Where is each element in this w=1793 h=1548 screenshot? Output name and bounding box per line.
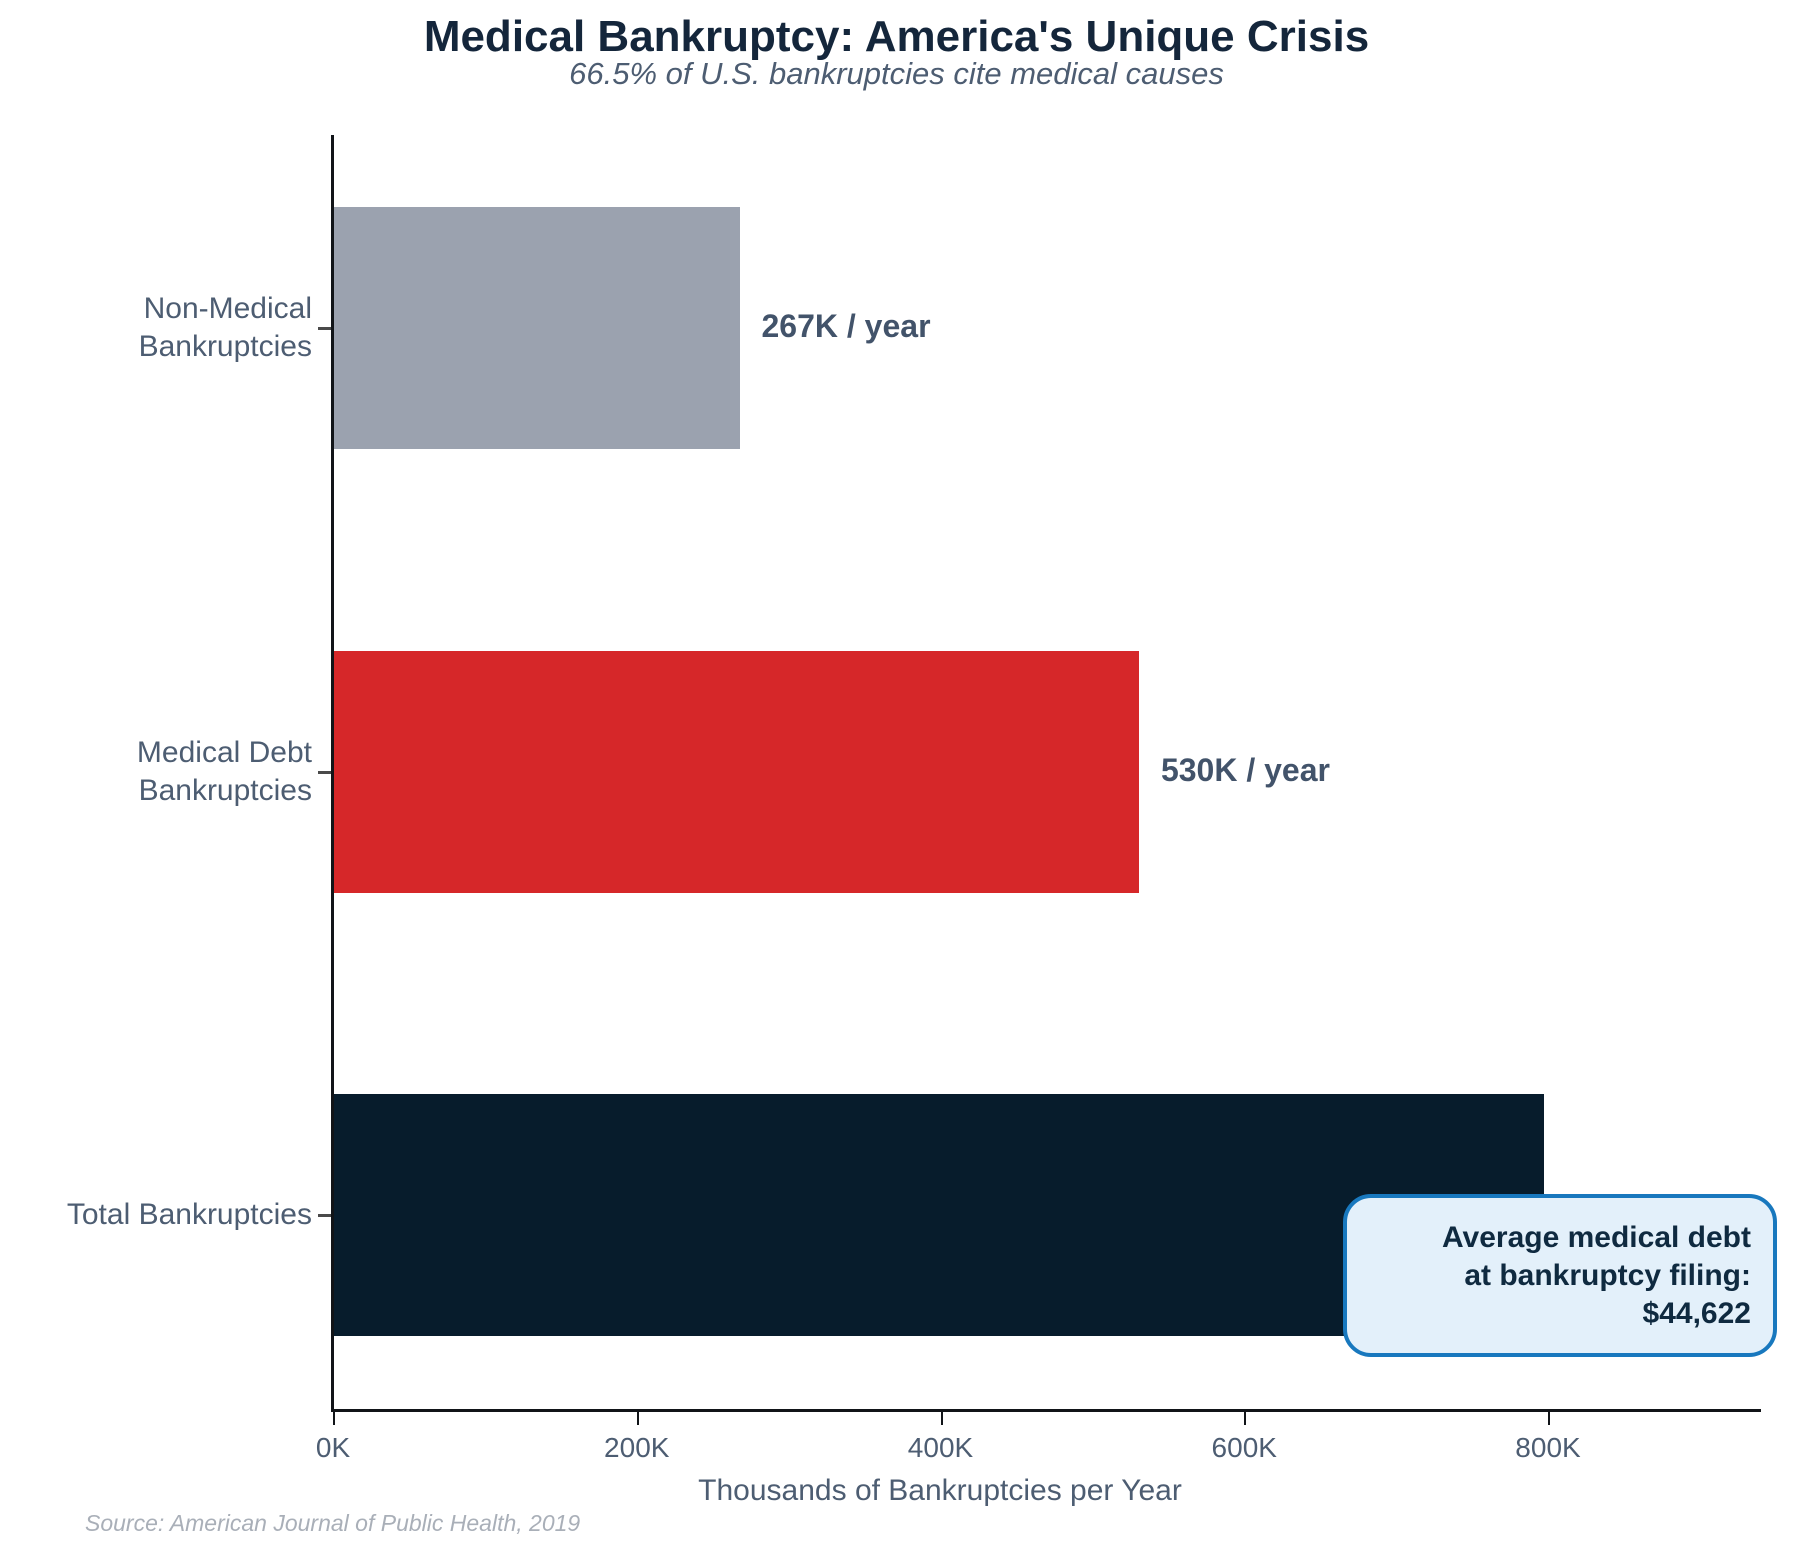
annotation-line: at bankruptcy filing: <box>1464 1258 1751 1292</box>
x-tick-label: 0K <box>315 1432 351 1463</box>
x-tick-label: 200K <box>604 1432 670 1463</box>
y-tick-mark <box>318 1214 331 1217</box>
category-label-non-medical: Non-Medical Bankruptcies <box>0 290 312 366</box>
annotation-line: Average medical debt <box>1441 1220 1751 1254</box>
category-label-line: Bankruptcies <box>138 330 312 363</box>
value-label-non-medical: 267K / year <box>761 308 931 344</box>
x-tick-mark <box>1548 1411 1550 1425</box>
x-tick-mark <box>636 1411 639 1425</box>
category-label-line: Medical Debt <box>136 735 312 769</box>
chart-subtitle: 66.5% of U.S. bankruptcies cite medical … <box>569 56 1224 91</box>
x-tick-mark <box>333 1411 335 1425</box>
category-label-line: Total Bankruptcies <box>66 1198 312 1231</box>
bar-medical-debt <box>334 650 1139 893</box>
x-tick-mark <box>940 1411 943 1425</box>
x-tick-label: 400K <box>907 1432 974 1463</box>
y-tick-mark <box>318 770 331 774</box>
x-tick-label: 800K <box>1515 1432 1581 1463</box>
bar-non-medical <box>334 207 740 449</box>
x-axis-title: Thousands of Bankruptcies per Year <box>698 1474 1182 1507</box>
annotation-line: $44,622 <box>1642 1296 1751 1330</box>
value-label-medical-debt: 530K / year <box>1160 751 1330 788</box>
x-tick-mark <box>1244 1411 1247 1425</box>
bar-total <box>334 1094 1545 1336</box>
source-note: Source: American Journal of Public Healt… <box>85 1510 581 1536</box>
category-label-medical-debt: Medical Debt Bankruptcies <box>0 734 312 810</box>
x-axis-line <box>331 1409 1761 1412</box>
category-label-line: Bankruptcies <box>138 773 312 807</box>
x-tick-label: 600K <box>1211 1432 1277 1463</box>
chart-title: Medical Bankruptcy: America's Unique Cri… <box>423 12 1370 61</box>
category-label-total: Total Bankruptcies <box>0 1196 312 1234</box>
annotation-box: Average medical debt at bankruptcy filin… <box>1343 1194 1777 1357</box>
y-axis-line <box>331 135 334 1411</box>
category-label-line: Non-Medical <box>143 292 312 325</box>
y-tick-mark <box>318 327 331 330</box>
